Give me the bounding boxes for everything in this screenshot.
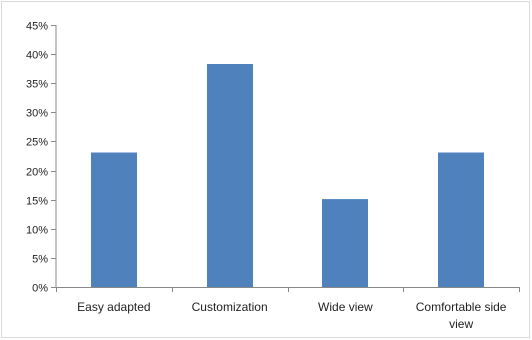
y-tick-label: 45% xyxy=(26,21,48,33)
y-tick-label: 15% xyxy=(26,196,48,208)
x-axis: Easy adapted Customization Wide view Comfor… xyxy=(56,287,520,331)
bar-comfortable-side-view xyxy=(438,152,484,287)
bar-easy-adapted xyxy=(91,152,137,287)
y-tick-label: 40% xyxy=(26,50,48,62)
y-tick-label: 25% xyxy=(26,137,48,149)
y-tick-label: 5% xyxy=(32,254,48,266)
x-tick-label: Wide view xyxy=(318,300,373,314)
y-tick-label: 30% xyxy=(26,108,48,120)
x-tick-label: Comfortable side view xyxy=(416,300,507,331)
bar-wide-view xyxy=(322,199,368,287)
y-tick-label: 0% xyxy=(32,283,48,295)
y-axis: 0% 5% 10% 15% 20% 25% 30% 35% 40% 45% xyxy=(26,21,57,295)
bar-customization xyxy=(207,64,253,288)
y-tick-label: 20% xyxy=(26,167,48,179)
bars xyxy=(91,64,484,288)
x-tick-label: Easy adapted xyxy=(77,300,150,314)
x-tick-label: Customization xyxy=(192,300,268,314)
y-tick-label: 10% xyxy=(26,225,48,237)
y-tick-label: 35% xyxy=(26,79,48,91)
